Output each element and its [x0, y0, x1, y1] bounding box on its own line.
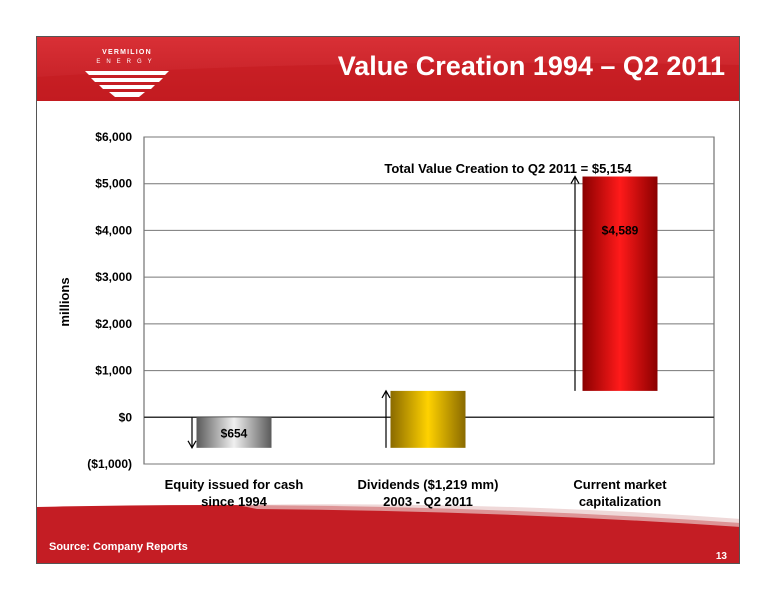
- vermilion-logo: VERMILION ENERGY: [77, 49, 177, 97]
- bar: [196, 417, 272, 448]
- bar: [390, 390, 466, 448]
- bar-value-label: $4,589: [602, 224, 639, 238]
- y-tick-label: $3,000: [95, 270, 132, 284]
- category-label: capitalization: [579, 494, 661, 509]
- value-creation-chart: $6,000 $5,000 $4,000 $3,000 $2,000 $1,000 $0 ($…: [57, 130, 715, 509]
- bar-value-label: $654: [221, 427, 248, 441]
- header-band: [37, 37, 739, 101]
- y-tick-label: $1,000: [95, 364, 132, 378]
- arrow-head-icon: [381, 389, 391, 399]
- y-tick-label: $6,000: [95, 130, 132, 144]
- category-label: Current market: [573, 477, 667, 492]
- logo-text-top: VERMILION: [102, 49, 152, 56]
- category-label: 2003 - Q2 2011: [383, 494, 473, 509]
- page-number: 13: [715, 551, 727, 562]
- total-value-annotation: Total Value Creation to Q2 2011 = $5,154: [384, 161, 632, 176]
- y-tick-label: ($1,000): [87, 457, 132, 471]
- logo-wave-icon: [85, 71, 169, 97]
- slide-title: Value Creation 1994 – Q2 2011: [337, 51, 725, 81]
- y-tick-label: $2,000: [95, 317, 132, 331]
- bar: [582, 176, 658, 391]
- category-label: Dividends ($1,219 mm): [358, 477, 499, 492]
- slide: VERMILION ENERGY Value Creation 1994 – Q…: [36, 36, 740, 564]
- y-tick-label: $4,000: [95, 223, 132, 237]
- source-note: Source: Company Reports: [49, 541, 188, 553]
- footer-band: [37, 504, 739, 563]
- arrow-head-icon: [187, 440, 197, 450]
- y-axis-label: millions: [57, 277, 72, 326]
- arrow-head-icon: [570, 175, 580, 184]
- y-tick-label: $5,000: [95, 177, 132, 191]
- category-label: since 1994: [201, 494, 268, 509]
- category-label: Equity issued for cash: [165, 477, 304, 492]
- logo-text-bottom: ENERGY: [96, 59, 158, 65]
- y-tick-label: $0: [119, 410, 133, 424]
